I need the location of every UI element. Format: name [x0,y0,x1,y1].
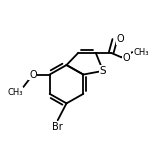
Text: CH₃: CH₃ [7,88,23,97]
Text: S: S [100,66,106,76]
Text: CH₃: CH₃ [133,48,149,57]
Text: O: O [116,35,124,44]
Text: O: O [123,53,130,63]
Text: Br: Br [52,122,62,132]
Text: O: O [29,69,37,79]
